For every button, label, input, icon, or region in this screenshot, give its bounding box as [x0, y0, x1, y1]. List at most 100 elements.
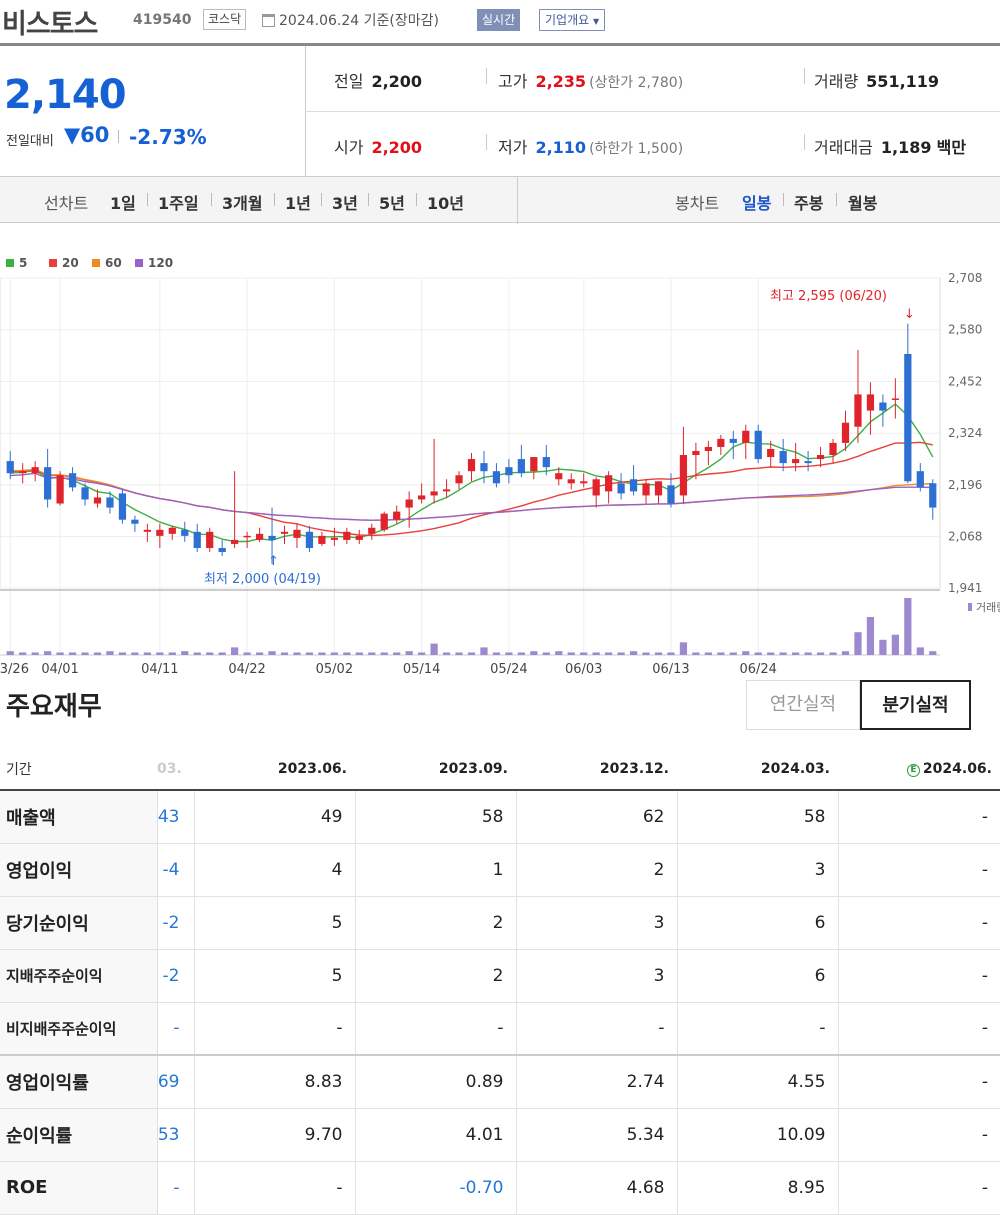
- realtime-button[interactable]: 실시간: [477, 9, 521, 31]
- candle-body: [667, 485, 675, 504]
- upper-limit: (상한가 2,780): [589, 75, 684, 91]
- volume-bar: [467, 652, 476, 655]
- divider: [804, 68, 805, 84]
- candlestick-chart[interactable]: 5 20 60 120 2,708 2,580 2,452 2,324 2,196 2,068 1,…: [0, 223, 1000, 683]
- candle-body: [642, 483, 650, 496]
- down-triangle-icon: ▼: [64, 123, 81, 147]
- annual-results-button[interactable]: 연간실적: [746, 680, 860, 730]
- market-badge: 코스닥: [203, 9, 247, 30]
- chart-canvas[interactable]: 5 20 60 120 2,708 2,580 2,452 2,324 2,196 2,068 1,…: [0, 223, 1000, 683]
- candle-body: [131, 519, 139, 524]
- volume-bar: [816, 652, 825, 655]
- table-cell: -: [355, 1002, 517, 1056]
- change-value: 60: [80, 123, 110, 147]
- company-overview-label: 기업개요: [545, 13, 590, 27]
- volume-bar: [916, 647, 924, 655]
- candle-body: [19, 471, 27, 474]
- volume-bar: [779, 652, 787, 655]
- volume-bar: [642, 652, 650, 655]
- volume-bar: [231, 647, 239, 655]
- volume-bar: [330, 652, 338, 655]
- volume-bar: [891, 634, 899, 655]
- date-basis: 2024.06.24 기준(장마감): [262, 10, 439, 30]
- volume-bar: [854, 632, 862, 655]
- lower-limit: (하한가 1,500): [589, 141, 684, 157]
- up-arrow-icon: ↑: [268, 554, 279, 569]
- table-cell: 6: [677, 896, 839, 950]
- candle-body: [492, 471, 501, 484]
- legend-swatch: [92, 259, 100, 267]
- column-header: 2023.09.: [355, 748, 516, 791]
- tab-monthly[interactable]: 월봉: [848, 194, 878, 213]
- legend-swatch: [6, 259, 14, 267]
- candle-body: [442, 489, 451, 492]
- volume-bar: [255, 652, 264, 655]
- change-percent: -2.73%: [129, 125, 207, 149]
- volume-bar: [430, 643, 438, 655]
- tab-10y[interactable]: 10년: [427, 194, 464, 213]
- volume-bar: [181, 651, 189, 655]
- candle-body: [93, 497, 102, 504]
- tab-daily[interactable]: 일봉: [742, 194, 772, 213]
- volume-bar: [280, 652, 289, 655]
- table-cell: -: [838, 1161, 1000, 1215]
- volume-legend-swatch: [968, 603, 972, 611]
- row-label: 당기순이익: [0, 896, 158, 950]
- tab-weekly[interactable]: 주봉: [794, 194, 824, 213]
- table-cell: 58: [355, 790, 517, 844]
- volume-bar: [93, 652, 102, 655]
- tab-5y[interactable]: 5년: [379, 194, 405, 213]
- tab-3y[interactable]: 3년: [332, 194, 358, 213]
- tab-3m[interactable]: 3개월: [222, 194, 263, 213]
- table-cell: 5: [194, 896, 356, 950]
- financials-table: 기간 03. 2023.06. 2023.09. 2023.12. 2024.0…: [0, 748, 1000, 1215]
- prev-close-value: 2,200: [371, 72, 423, 91]
- candle-body: [505, 467, 513, 476]
- table-cell: -: [194, 1002, 356, 1056]
- low-value: 2,110: [535, 138, 587, 157]
- candle-body: [193, 531, 201, 548]
- volume-bar: [742, 651, 750, 655]
- day-low: 저가 2,110 (하한가 1,500): [498, 134, 683, 158]
- row-label: 비지배주주순이익: [0, 1002, 158, 1056]
- caret-down-icon: ▼: [593, 17, 600, 26]
- stock-code: 419540: [133, 12, 192, 28]
- table-cell: 62: [516, 790, 678, 844]
- volume-bar: [44, 651, 52, 655]
- y-tick-label: 2,196: [948, 478, 982, 492]
- candle-body: [717, 438, 725, 447]
- row-label: 영업이익률: [0, 1054, 158, 1109]
- volume-bar: [118, 652, 127, 655]
- candle-body: [480, 463, 488, 472]
- candle-body: [118, 493, 127, 520]
- candle-body: [854, 394, 862, 427]
- row-label: 매출액: [0, 790, 158, 844]
- candle-body: [305, 531, 314, 548]
- candle-body: [517, 459, 525, 474]
- table-cell: 4.55: [677, 1054, 839, 1109]
- candle-body: [567, 479, 575, 484]
- divider: [486, 134, 487, 150]
- volume-bar: [667, 652, 675, 655]
- chart-period-tabs: 선차트 1일 1주일 3개월 1년 3년 5년 10년 봉차트 일봉 주봉 월봉: [0, 176, 1000, 224]
- candle-body: [929, 483, 937, 508]
- tab-1w[interactable]: 1주일: [158, 194, 199, 213]
- column-header: 03.: [157, 748, 194, 791]
- tab-1y[interactable]: 1년: [285, 194, 311, 213]
- volume-bar: [305, 652, 314, 655]
- candle-chart-label: 봉차트: [675, 194, 720, 213]
- volume-bar: [56, 652, 64, 655]
- volume-bar: [530, 651, 538, 655]
- candle-body: [280, 531, 289, 534]
- company-overview-button[interactable]: 기업개요 ▼: [539, 9, 606, 31]
- candle-body: [368, 527, 376, 534]
- tab-1d[interactable]: 1일: [110, 194, 136, 213]
- stock-header: 비스토스 419540 코스닥 2024.06.24 기준(장마감) 실시간 기…: [0, 0, 1000, 46]
- volume-bar: [442, 652, 451, 655]
- line-chart-label: 선차트: [44, 194, 89, 213]
- volume-bar: [617, 652, 625, 655]
- table-cell: 5.34: [516, 1108, 678, 1162]
- table-cell: 6: [677, 949, 839, 1003]
- quarterly-results-button[interactable]: 분기실적: [860, 680, 971, 730]
- volume-bar: [792, 652, 800, 655]
